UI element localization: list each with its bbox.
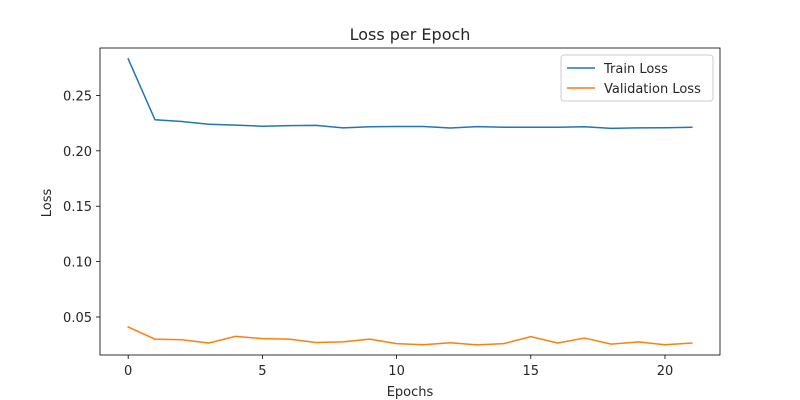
axes-frame bbox=[99, 47, 721, 356]
y-tick-label: 0.25 bbox=[63, 89, 92, 104]
legend-label: Validation Loss bbox=[604, 82, 701, 97]
y-tick-label: 0.05 bbox=[63, 311, 92, 326]
y-tick-label: 0.20 bbox=[63, 145, 92, 160]
y-tick-label: 0.10 bbox=[63, 256, 92, 271]
y-axis-label: Loss bbox=[40, 189, 55, 218]
legend-label: Train Loss bbox=[603, 62, 668, 77]
legend: Train Loss Validation Loss bbox=[560, 54, 714, 102]
x-tick-label: 20 bbox=[657, 364, 674, 379]
x-tick-label: 0 bbox=[124, 364, 132, 379]
plot-area: 0 5 10 15 20 0.05 0.10 0.15 0.20 0.25 bbox=[63, 47, 721, 379]
legend-box bbox=[560, 54, 714, 102]
series-line-train-loss bbox=[127, 57, 693, 130]
y-tick-label: 0.15 bbox=[63, 200, 92, 215]
x-tick-label: 10 bbox=[388, 364, 405, 379]
x-axis-label: Epochs bbox=[387, 385, 434, 400]
x-tick-label: 5 bbox=[258, 364, 266, 379]
chart-title: Loss per Epoch bbox=[350, 25, 471, 44]
x-tick-label: 15 bbox=[523, 364, 540, 379]
series-line-validation-loss bbox=[127, 325, 693, 346]
